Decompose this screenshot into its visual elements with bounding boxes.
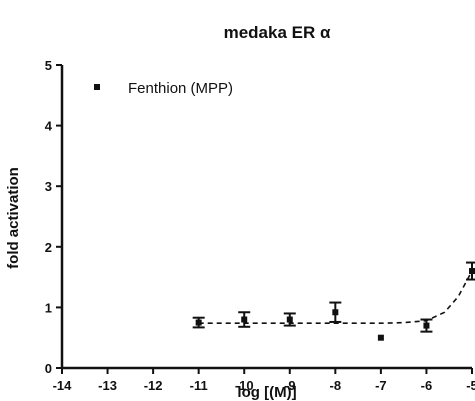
data-point	[241, 316, 248, 323]
y-tick-label: 1	[45, 300, 52, 315]
x-tick-label: -6	[421, 378, 433, 393]
y-axis-label: fold activation	[5, 167, 22, 269]
x-tick-label: -12	[144, 378, 163, 393]
y-tick-label: 2	[45, 240, 52, 255]
x-axis: -14 -13 -12 -11 -10 -9 -8 -7 -6 -5	[53, 366, 475, 393]
x-tick-label: -13	[98, 378, 117, 393]
y-tick-label: 0	[45, 361, 52, 376]
data-point	[286, 316, 293, 323]
data-point	[423, 322, 430, 329]
y-tick-label: 3	[45, 179, 52, 194]
legend-marker	[94, 84, 100, 90]
data-point	[332, 309, 339, 316]
y-axis: 0 1 2 3 4 5	[45, 58, 64, 376]
x-tick-label: -11	[190, 378, 208, 393]
x-tick-label: -5	[466, 378, 475, 393]
chart-title: medaka ER α	[224, 23, 331, 42]
fit-curve	[198, 270, 473, 324]
data-point	[195, 319, 202, 326]
y-tick-label: 4	[45, 119, 53, 134]
legend: Fenthion (MPP)	[94, 80, 233, 97]
legend-label: Fenthion (MPP)	[128, 80, 233, 97]
y-tick-label: 5	[45, 58, 52, 73]
x-tick-label: -9	[284, 378, 296, 393]
x-axis-label: log [(M)]	[237, 384, 296, 401]
plot-area	[192, 261, 475, 341]
x-tick-label: -10	[235, 378, 254, 393]
x-tick-label: -14	[53, 378, 73, 393]
data-point	[377, 334, 384, 341]
x-tick-label: -7	[375, 378, 387, 393]
data-point	[469, 268, 475, 275]
x-tick-label: -8	[330, 378, 342, 393]
